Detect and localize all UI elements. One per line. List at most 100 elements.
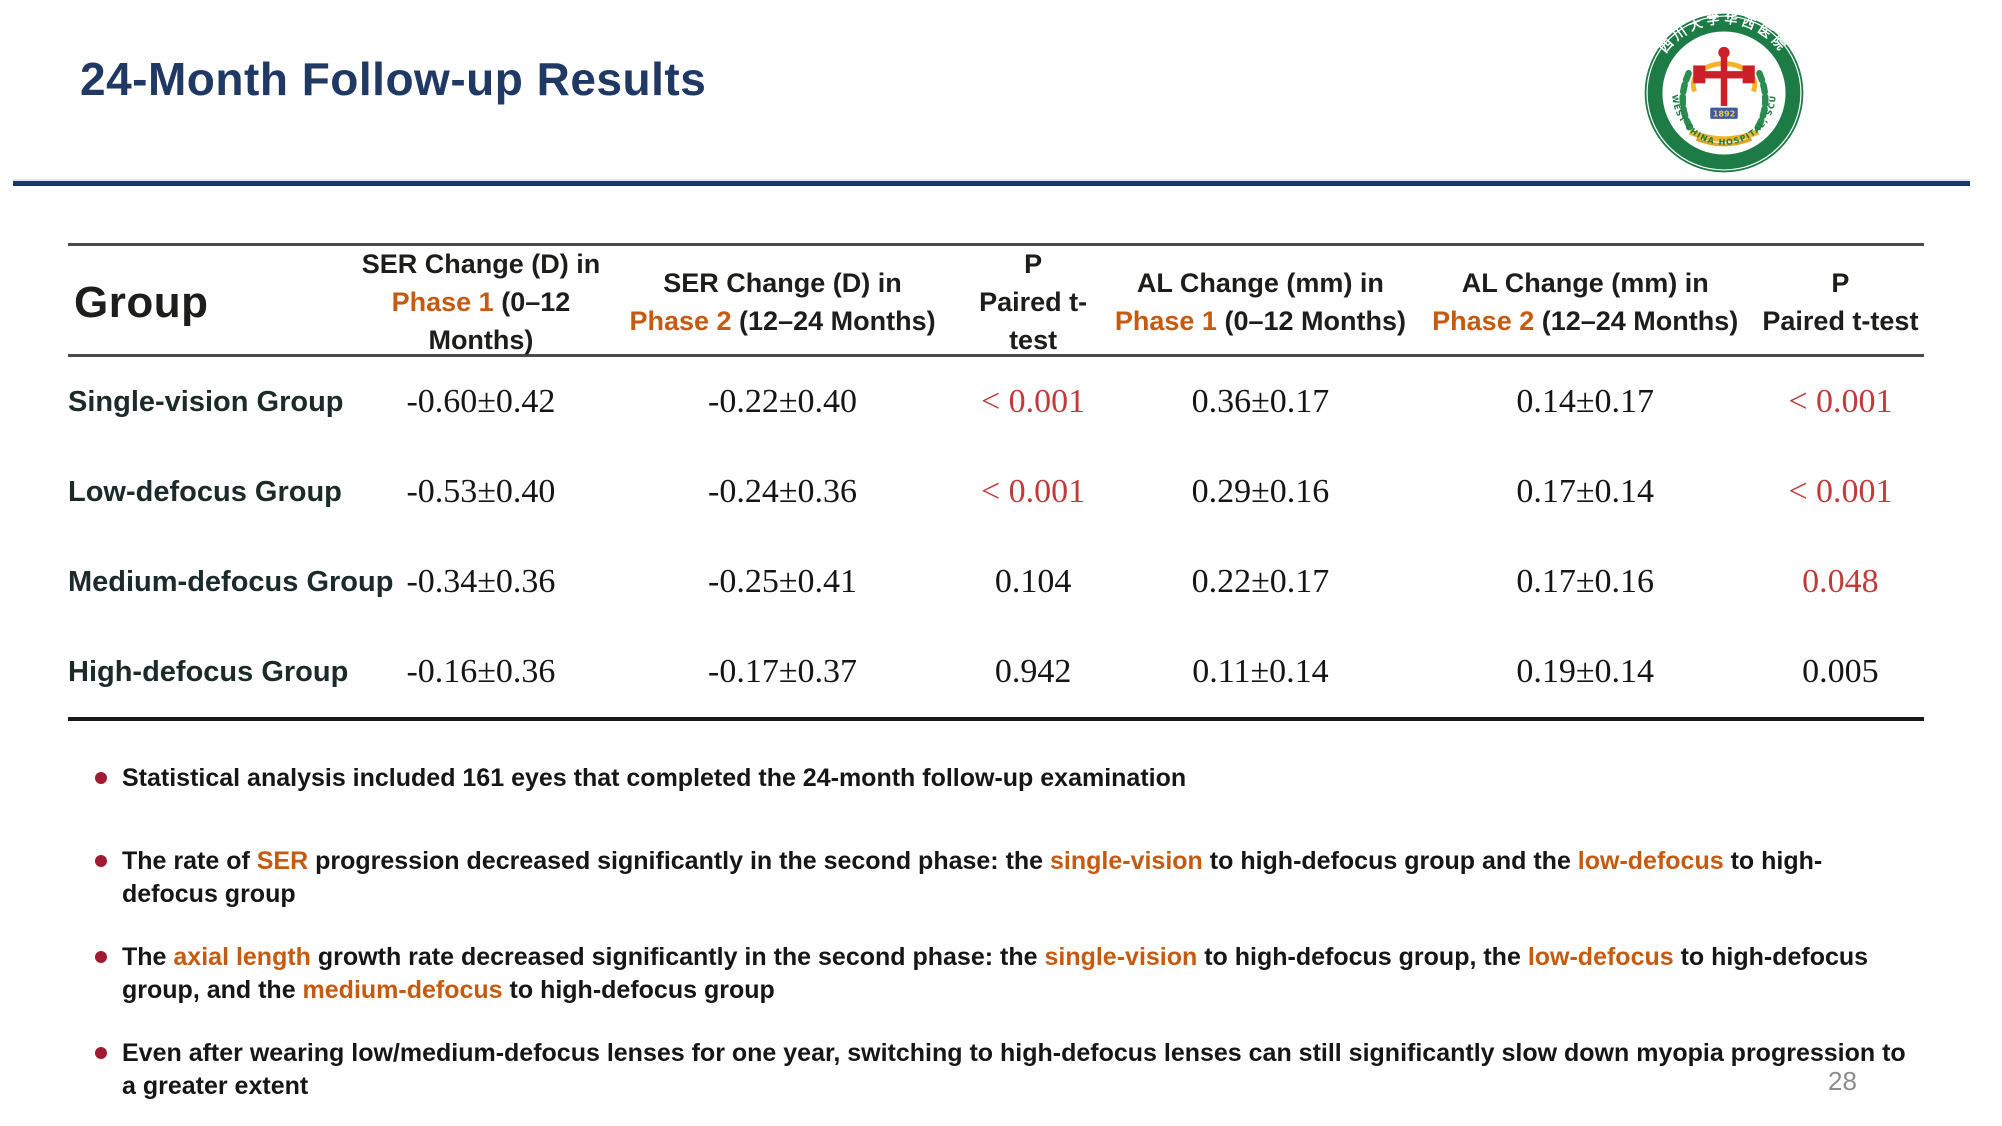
text-segment: growth rate decreased significantly in t… [310, 943, 1045, 971]
text-segment: The [122, 943, 174, 971]
p-value-al: < 0.001 [1788, 383, 1893, 420]
ser-change-phase2-value: -0.22±0.40 [708, 383, 858, 420]
group-name: Low-defocus Group [68, 475, 342, 508]
table-body: Single-vision Group -0.60±0.42 -0.22±0.40 <… [68, 357, 1924, 721]
bullet-marker-icon [95, 772, 107, 784]
text-segment: Statistical analysis included 161 eyes t… [122, 764, 1187, 792]
bullet-list: Statistical analysis included 161 eyes t… [95, 762, 1907, 1126]
bullet-text: The axial length growth rate decreased s… [122, 941, 1907, 1007]
table-header-row: Group SER Change (D) in Phase 1 (0–12 Mo… [68, 243, 1924, 357]
header-line: P [1024, 249, 1043, 279]
bullet-text: Even after wearing low/medium-defocus le… [122, 1037, 1907, 1103]
column-header-ser-phase1: SER Change (D) in Phase 1 (0–12 Months) [356, 246, 607, 359]
highlight-text: single-vision [1050, 847, 1203, 875]
phase-label: Phase 2 [629, 305, 732, 336]
phase-label: Phase 1 [1114, 305, 1217, 336]
logo-cross-icon [1693, 46, 1755, 106]
table-row: Single-vision Group -0.60±0.42 -0.22±0.40 <… [68, 357, 1924, 447]
bullet-item: The rate of SER progression decreased si… [95, 845, 1907, 911]
text-segment: to high-defocus group [502, 976, 775, 1004]
header-line: AL Change (mm) in [1136, 267, 1384, 298]
table-row: Medium-defocus Group -0.34±0.36 -0.25±0.41… [68, 537, 1924, 627]
ser-change-phase1-value: -0.34±0.36 [406, 563, 556, 600]
al-change-phase2-value: 0.17±0.16 [1516, 563, 1655, 600]
group-name: High-defocus Group [68, 655, 349, 688]
column-header-group: Group [74, 277, 209, 327]
column-header-ser-phase2: SER Change (D) in Phase 2 (12–24 Months) [606, 265, 959, 341]
p-value-ser: < 0.001 [980, 383, 1086, 420]
table-row: High-defocus Group -0.16±0.36 -0.17±0.37 0.… [68, 627, 1924, 717]
ser-change-phase2-value: -0.17±0.37 [708, 653, 858, 690]
phase-label: Phase 1 [391, 286, 494, 317]
range-label: (0–12 Months) [428, 286, 571, 355]
header-line: SER Change (D) in [361, 249, 601, 279]
bullet-item: Statistical analysis included 161 eyes t… [95, 762, 1907, 795]
text-segment: to high-defocus group, and the [122, 943, 1869, 1004]
bullet-marker-icon [95, 855, 107, 867]
header-line: Phase 1 (0–12 Months) [356, 284, 607, 360]
results-table: Group SER Change (D) in Phase 1 (0–12 Mo… [68, 243, 1924, 721]
p-value-ser: 0.104 [994, 563, 1072, 600]
text-segment: The rate of [122, 847, 257, 875]
al-change-phase1-value: 0.22±0.17 [1191, 563, 1330, 600]
p-value-al: 0.005 [1802, 653, 1879, 690]
phase-label: Phase 2 [1432, 305, 1535, 336]
group-name: Single-vision Group [68, 385, 344, 418]
header-line: Phase 2 (12–24 Months) [1414, 303, 1757, 341]
header-line: AL Change (mm) in [1461, 267, 1709, 298]
column-header-al-phase1: AL Change (mm) in Phase 1 (0–12 Months) [1107, 265, 1413, 341]
p-value-ser: 0.942 [994, 653, 1072, 690]
bullet-text: Statistical analysis included 161 eyes t… [122, 762, 1186, 795]
column-header-al-phase2: AL Change (mm) in Phase 2 (12–24 Months) [1414, 265, 1757, 341]
logo-year: 1892 [1713, 108, 1736, 118]
bullet-marker-icon [95, 1047, 107, 1059]
header-line: SER Change (D) in [663, 267, 902, 298]
text-segment: Even after wearing low/medium-defocus le… [122, 1039, 1906, 1100]
title-divider [13, 179, 1970, 186]
hospital-logo-icon: 四川大学华西医院 1892 WEST CHINA HOSPITAL, S [1643, 11, 1805, 174]
al-change-phase1-value: 0.36±0.17 [1191, 383, 1330, 420]
table-row: Low-defocus Group -0.53±0.40 -0.24±0.36 < 0… [68, 447, 1924, 537]
ser-change-phase2-value: -0.25±0.41 [708, 563, 858, 600]
highlight-text: low-defocus [1527, 943, 1674, 971]
page-number: 28 [1828, 1066, 1857, 1096]
highlight-text: single-vision [1044, 943, 1198, 971]
p-value-al: < 0.001 [1788, 473, 1893, 510]
al-change-phase2-value: 0.14±0.17 [1516, 383, 1655, 420]
header-line: P [1831, 267, 1850, 298]
highlight-text: medium-defocus [302, 976, 503, 1004]
al-change-phase2-value: 0.19±0.14 [1516, 653, 1655, 690]
header-line: Phase 1 (0–12 Months) [1107, 303, 1413, 341]
highlight-text: SER [256, 847, 309, 875]
column-header-p-ser: P Paired t-test [959, 246, 1107, 359]
text-segment: to high-defocus group, the [1197, 943, 1528, 971]
ser-change-phase2-value: -0.24±0.36 [708, 473, 858, 510]
page-title: 24-Month Follow-up Results [80, 53, 707, 105]
ser-change-phase1-value: -0.60±0.42 [406, 383, 556, 420]
highlight-text: low-defocus [1577, 847, 1724, 875]
bullet-item: The axial length growth rate decreased s… [95, 941, 1907, 1007]
range-label: (12–24 Months) [731, 305, 936, 336]
p-value-ser: < 0.001 [980, 473, 1086, 510]
text-segment: progression decreased significantly in t… [308, 847, 1051, 875]
range-label: (0–12 Months) [1216, 305, 1406, 336]
text-segment: to high-defocus group [122, 847, 1823, 908]
range-label: (12–24 Months) [1534, 305, 1739, 336]
al-change-phase1-value: 0.11±0.14 [1192, 653, 1329, 690]
bullet-marker-icon [95, 951, 107, 963]
al-change-phase1-value: 0.29±0.16 [1191, 473, 1330, 510]
ser-change-phase1-value: -0.53±0.40 [406, 473, 556, 510]
bullet-text: The rate of SER progression decreased si… [122, 845, 1907, 911]
al-change-phase2-value: 0.17±0.14 [1516, 473, 1655, 510]
header-line: Paired t-test [1762, 305, 1919, 336]
text-segment: to high-defocus group and the [1202, 847, 1578, 875]
group-name: Medium-defocus Group [68, 565, 394, 598]
header-line: Phase 2 (12–24 Months) [606, 303, 959, 341]
bullet-item: Even after wearing low/medium-defocus le… [95, 1037, 1907, 1103]
column-header-p-al: P Paired t-test [1757, 265, 1924, 341]
header-line: Paired t-test [979, 286, 1088, 355]
highlight-text: axial length [173, 943, 311, 971]
ser-change-phase1-value: -0.16±0.36 [406, 653, 556, 690]
p-value-al: 0.048 [1802, 563, 1879, 600]
